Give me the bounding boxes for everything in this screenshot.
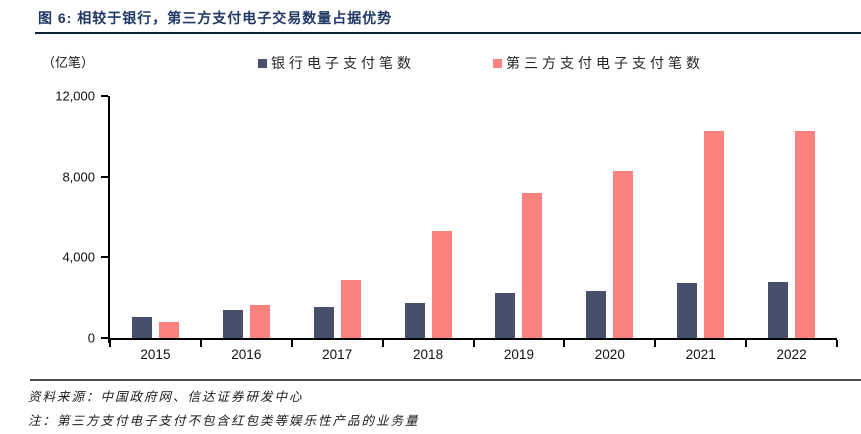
x-axis-tick xyxy=(563,340,566,347)
plot-area: 2015 2016 2017 2018 2019 2020 2021 2022 0 4,000 8,… xyxy=(55,89,838,362)
x-axis-tick xyxy=(199,340,202,347)
y-axis-label-0: 0 xyxy=(87,330,95,346)
bar-thirdparty-2020 xyxy=(613,170,634,338)
x-axis-tick xyxy=(836,340,838,347)
x-axis-label-2021: 2021 xyxy=(685,347,716,362)
source-note: 资料来源：中国政府网、信达证券研发中心 xyxy=(28,389,304,404)
legend-label-bank: 银行电子支付笔数 xyxy=(271,55,415,71)
footer-divider xyxy=(30,379,861,381)
bar-group-2018 xyxy=(383,96,474,338)
bar-thirdparty-2017 xyxy=(340,280,361,338)
y-axis-tick xyxy=(101,256,108,259)
y-axis-tick xyxy=(101,95,108,97)
y-axis-label-8000: 8,000 xyxy=(62,169,95,185)
bar-thirdparty-2015 xyxy=(158,321,179,338)
bar-bank-2017 xyxy=(313,307,334,338)
bar-bank-2015 xyxy=(131,316,152,338)
bar-group-2021 xyxy=(655,96,746,338)
bar-group-2020 xyxy=(564,96,655,338)
bar-group-2019 xyxy=(474,96,565,338)
bar-group-2022 xyxy=(746,96,837,338)
x-axis-tick xyxy=(290,340,293,347)
bar-group-2015 xyxy=(110,96,201,338)
legend-swatch-bank-icon xyxy=(258,58,267,68)
y-axis-tick xyxy=(101,337,108,339)
title-divider xyxy=(35,32,861,34)
bar-thirdparty-2018 xyxy=(431,231,452,338)
legend-label-thirdparty: 第三方支付电子支付笔数 xyxy=(506,55,704,71)
x-axis-tick xyxy=(745,340,748,347)
bar-group-2016 xyxy=(201,96,292,338)
bar-thirdparty-2022 xyxy=(795,130,816,338)
x-axis-label-2017: 2017 xyxy=(322,347,353,362)
bar-group-2017 xyxy=(292,96,383,338)
bar-thirdparty-2016 xyxy=(249,304,270,338)
x-axis-tick xyxy=(472,340,475,347)
bar-bank-2018 xyxy=(404,302,425,338)
legend-item-thirdparty: 第三方支付电子支付笔数 xyxy=(493,53,704,73)
y-axis-label-4000: 4,000 xyxy=(62,249,95,265)
y-axis-tick xyxy=(101,175,108,178)
y-axis-label-12000: 12,000 xyxy=(55,88,95,104)
x-axis-label-2018: 2018 xyxy=(413,347,444,362)
bar-bank-2022 xyxy=(768,281,789,338)
bar-thirdparty-2021 xyxy=(704,130,725,338)
y-axis-unit-label: （亿笔） xyxy=(42,55,95,70)
method-note: 注：第三方支付电子支付不包含红包类等娱乐性产品的业务量 xyxy=(28,413,420,428)
bar-thirdparty-2019 xyxy=(522,192,543,338)
bar-groups xyxy=(110,96,837,338)
bar-bank-2021 xyxy=(677,282,698,338)
x-axis-tick xyxy=(654,340,657,347)
x-axis-label-2022: 2022 xyxy=(776,347,807,362)
x-axis-line xyxy=(108,338,837,340)
x-axis-label-2016: 2016 xyxy=(231,347,262,362)
legend-swatch-thirdparty-icon xyxy=(493,58,502,68)
x-axis-label-2019: 2019 xyxy=(503,347,534,362)
legend-item-bank: 银行电子支付笔数 xyxy=(258,53,415,73)
bar-bank-2020 xyxy=(586,290,607,338)
x-axis-tick xyxy=(381,340,384,347)
y-axis-line xyxy=(108,96,110,343)
x-axis-label-2020: 2020 xyxy=(594,347,625,362)
x-axis-tick xyxy=(109,340,111,347)
figure-title: 图 6: 相较于银行，第三方支付电子交易数量占据优势 xyxy=(38,10,393,26)
x-axis-label-2015: 2015 xyxy=(140,347,171,362)
bar-bank-2019 xyxy=(495,293,516,338)
bar-bank-2016 xyxy=(222,309,243,338)
